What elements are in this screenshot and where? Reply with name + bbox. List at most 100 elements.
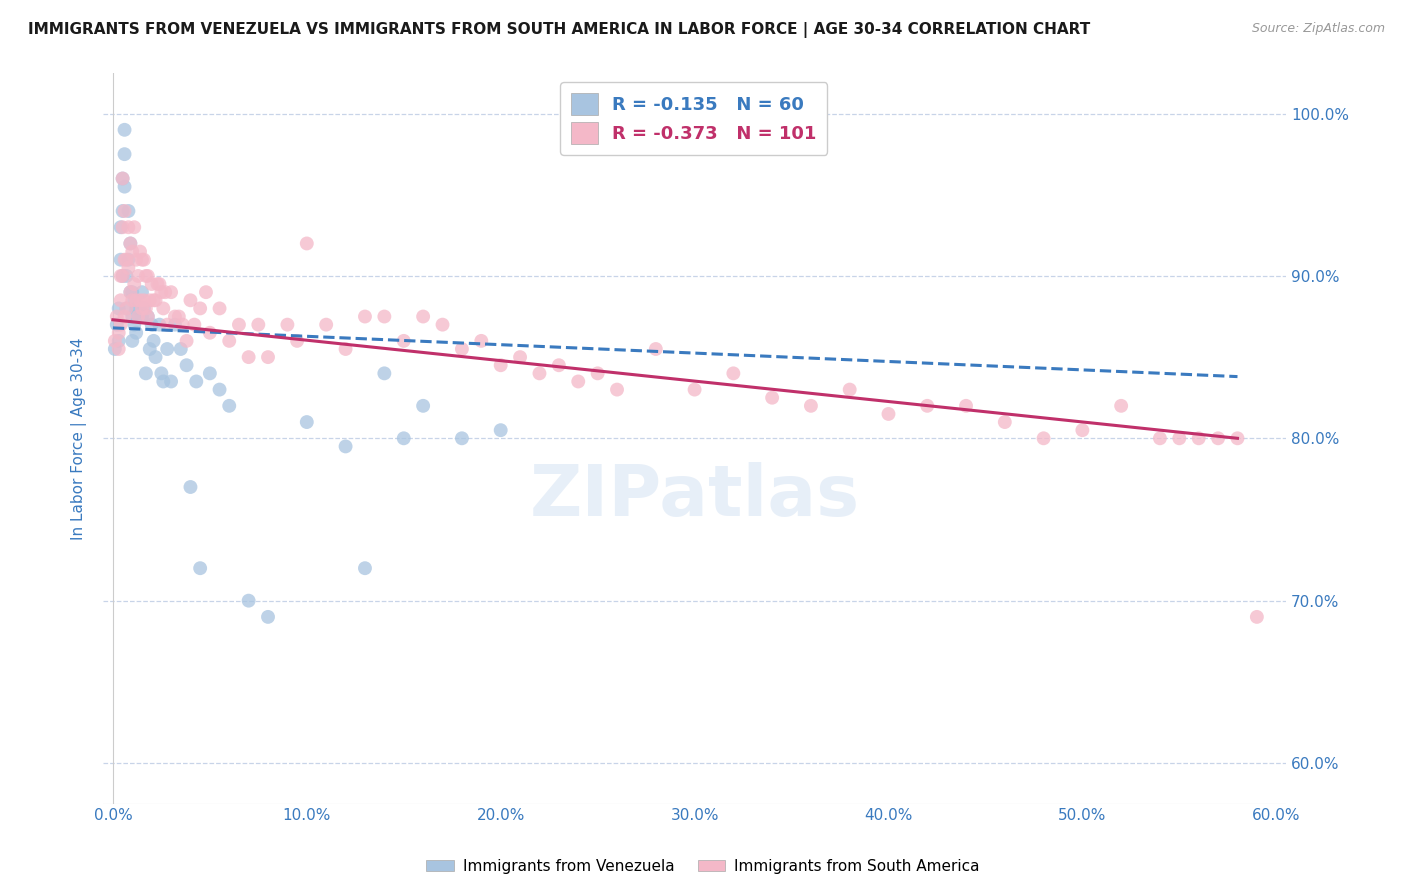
Point bbox=[877, 407, 900, 421]
Point bbox=[238, 593, 260, 607]
Point bbox=[955, 399, 977, 413]
Point bbox=[145, 293, 167, 308]
Point bbox=[1206, 431, 1229, 445]
Point bbox=[127, 310, 149, 324]
Point bbox=[132, 293, 155, 308]
Point bbox=[1149, 431, 1171, 445]
Point bbox=[122, 220, 145, 235]
Point bbox=[114, 252, 136, 267]
Point bbox=[838, 383, 860, 397]
Point bbox=[121, 244, 143, 259]
Point bbox=[170, 342, 193, 356]
Point bbox=[917, 399, 939, 413]
Point bbox=[644, 342, 666, 356]
Point bbox=[120, 236, 142, 251]
Point bbox=[1071, 423, 1094, 437]
Point bbox=[183, 318, 205, 332]
Point bbox=[131, 310, 153, 324]
Point bbox=[114, 123, 136, 137]
Point bbox=[163, 310, 186, 324]
Point bbox=[1226, 431, 1249, 445]
Point bbox=[179, 293, 201, 308]
Point bbox=[136, 310, 159, 324]
Point bbox=[1188, 431, 1211, 445]
Point bbox=[141, 277, 163, 291]
Point bbox=[117, 260, 139, 275]
Point bbox=[135, 367, 157, 381]
Point bbox=[121, 293, 143, 308]
Point bbox=[218, 334, 240, 348]
Point bbox=[117, 252, 139, 267]
Point bbox=[188, 301, 211, 316]
Point bbox=[683, 383, 706, 397]
Point bbox=[392, 334, 415, 348]
Point bbox=[163, 318, 186, 332]
Point bbox=[150, 285, 173, 300]
Point bbox=[148, 318, 170, 332]
Text: Source: ZipAtlas.com: Source: ZipAtlas.com bbox=[1251, 22, 1385, 36]
Point bbox=[107, 301, 129, 316]
Point bbox=[156, 318, 179, 332]
Point bbox=[142, 334, 165, 348]
Point bbox=[114, 179, 136, 194]
Point bbox=[412, 399, 434, 413]
Point bbox=[198, 326, 221, 340]
Point bbox=[194, 285, 217, 300]
Point bbox=[152, 301, 174, 316]
Point bbox=[115, 301, 138, 316]
Point bbox=[131, 301, 153, 316]
Point bbox=[115, 268, 138, 283]
Point bbox=[135, 301, 157, 316]
Point bbox=[392, 431, 415, 445]
Point bbox=[432, 318, 454, 332]
Point bbox=[105, 318, 128, 332]
Point bbox=[131, 285, 153, 300]
Point bbox=[1032, 431, 1054, 445]
Point bbox=[188, 561, 211, 575]
Point bbox=[470, 334, 492, 348]
Point bbox=[172, 318, 194, 332]
Point bbox=[509, 350, 531, 364]
Point bbox=[723, 367, 745, 381]
Point bbox=[148, 277, 170, 291]
Point bbox=[127, 268, 149, 283]
Point bbox=[489, 358, 512, 372]
Point bbox=[114, 204, 136, 219]
Point bbox=[186, 375, 208, 389]
Point bbox=[160, 375, 183, 389]
Point bbox=[105, 310, 128, 324]
Point bbox=[179, 480, 201, 494]
Point bbox=[117, 220, 139, 235]
Point bbox=[111, 171, 134, 186]
Point bbox=[125, 301, 148, 316]
Point bbox=[111, 268, 134, 283]
Point bbox=[110, 293, 132, 308]
Point bbox=[107, 326, 129, 340]
Point bbox=[586, 367, 609, 381]
Point bbox=[315, 318, 337, 332]
Point bbox=[152, 375, 174, 389]
Point bbox=[125, 252, 148, 267]
Legend: R = -0.135   N = 60, R = -0.373   N = 101: R = -0.135 N = 60, R = -0.373 N = 101 bbox=[560, 82, 828, 155]
Point bbox=[354, 561, 377, 575]
Point bbox=[228, 318, 250, 332]
Point bbox=[122, 277, 145, 291]
Point bbox=[110, 220, 132, 235]
Point bbox=[135, 268, 157, 283]
Point bbox=[120, 236, 142, 251]
Point bbox=[107, 342, 129, 356]
Point bbox=[132, 301, 155, 316]
Point bbox=[373, 367, 395, 381]
Point bbox=[110, 268, 132, 283]
Point bbox=[373, 310, 395, 324]
Point bbox=[120, 285, 142, 300]
Point bbox=[139, 342, 162, 356]
Point bbox=[156, 342, 179, 356]
Point bbox=[129, 293, 152, 308]
Point bbox=[121, 310, 143, 324]
Point bbox=[115, 301, 138, 316]
Point bbox=[412, 310, 434, 324]
Text: ZIPatlas: ZIPatlas bbox=[530, 462, 859, 532]
Point bbox=[198, 367, 221, 381]
Point bbox=[122, 318, 145, 332]
